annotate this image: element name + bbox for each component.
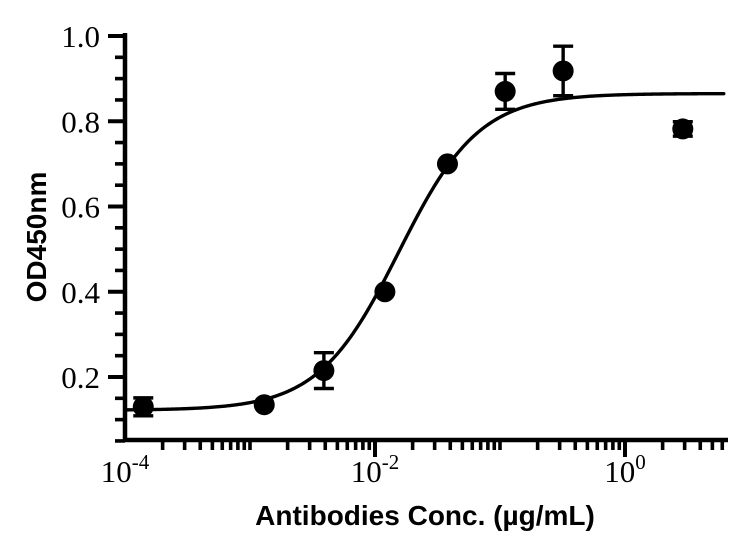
y-tick-label: 0.2 [61,360,100,395]
y-tick-label: 0.8 [61,104,100,139]
y-tick-label: 0.6 [61,190,100,225]
x-tick-label: 10-4 [101,450,150,489]
fit-curve [123,91,726,412]
data-point-marker [672,118,694,140]
data-point-marker [494,80,516,102]
data-point-marker [436,153,458,175]
y-axis-title: OD450nm [21,172,52,303]
data-point-marker [253,394,275,416]
x-axis-title: Antibodies Conc. (µg/mL) [255,500,595,531]
y-tick-label: 0.4 [61,275,100,310]
y-axis-ticks [108,34,125,443]
data-point-marker [313,360,335,382]
data-points [132,60,694,418]
x-tick-label: 10-2 [351,450,400,489]
y-tick-labels: 0.2 0.4 0.6 0.8 1.0 [61,19,100,395]
data-point-marker [132,396,154,418]
data-point-marker [374,281,396,303]
y-tick-label: 1.0 [61,19,100,54]
x-tick-labels: 10-4 10-2 100 [101,450,646,489]
x-tick-label: 100 [604,450,646,489]
data-point-marker [552,60,574,82]
error-bars [133,44,693,418]
